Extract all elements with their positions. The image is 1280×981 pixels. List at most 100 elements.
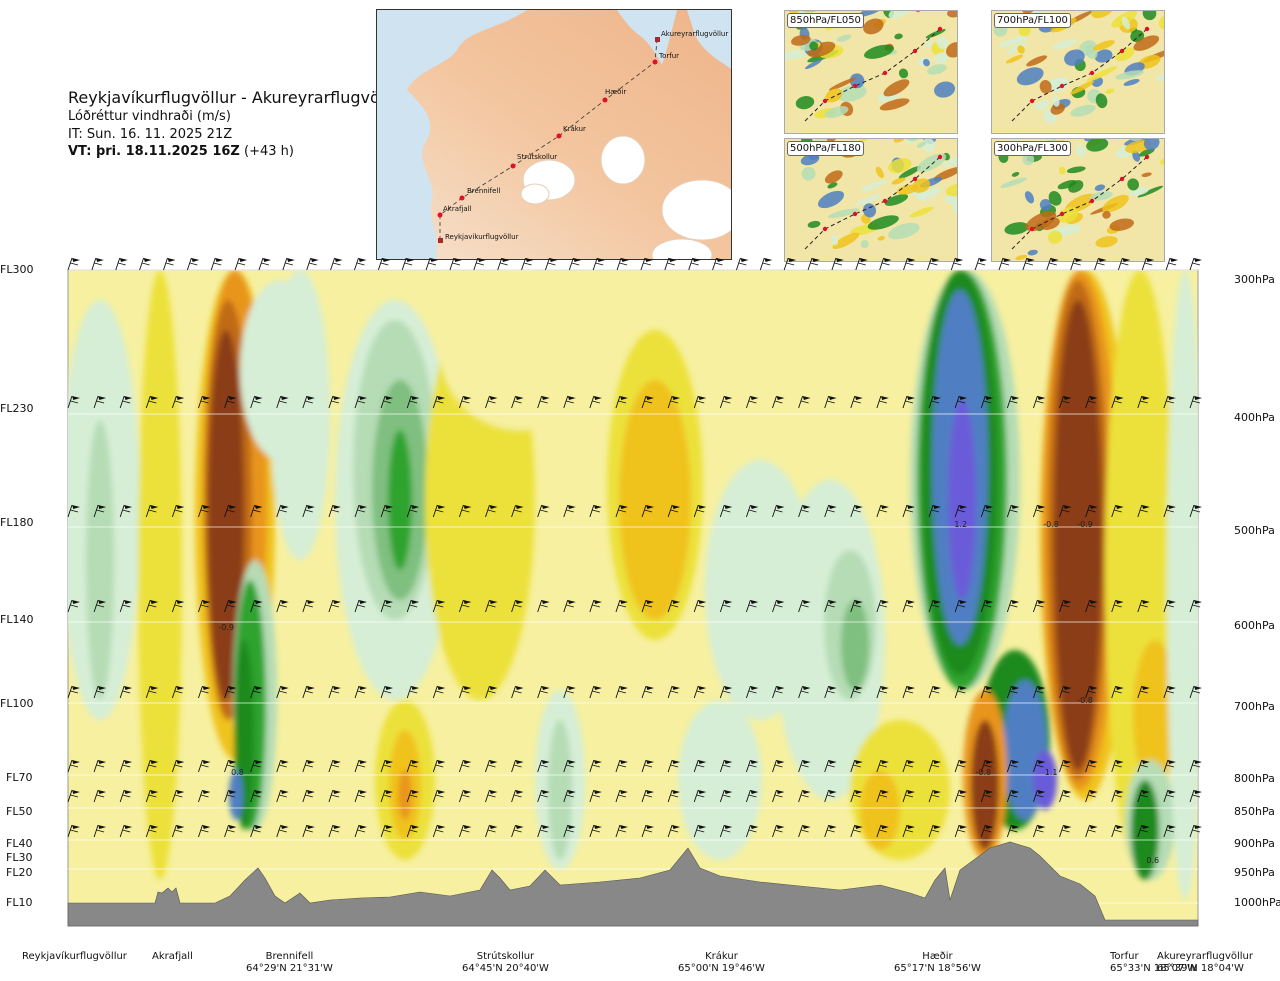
wind-barb [954,599,968,613]
wind-barb [354,504,368,518]
wind-barb [745,759,759,773]
wind-barb [537,504,550,518]
contour-labels: -0.9 0.8 1.2 -0.8 -0.9 -0.8 -0.8 1.1 0.6 [218,520,1159,865]
wind-barb [1137,759,1150,773]
wind-barb [1085,789,1098,803]
station-krakur: Krákur 65°00'N 19°46'W [678,951,765,975]
wind-barb [1163,759,1176,773]
wind-barb [1189,824,1202,838]
wind-barb [693,599,707,613]
wind-barb [1085,504,1098,518]
wind-barb [1163,789,1176,803]
wind-barb [1137,789,1150,803]
wind-barb [563,759,576,773]
wind-barb [615,685,628,699]
wind-barb [67,257,80,271]
wind-barb [511,824,524,838]
wind-barb [511,685,524,699]
thumbnail-label: 850hPa/FL050 [787,13,864,28]
station-brennifell: Brennifell 64°29'N 21°31'W [246,951,333,975]
wind-barb [850,759,863,773]
wind-barb [980,824,994,838]
wind-barb [772,599,785,613]
wind-barb [1163,599,1176,613]
wind-barb [171,599,185,613]
wind-barb [824,599,837,613]
wind-barb [511,789,524,803]
wind-barb [224,504,237,518]
wind-barb [1189,789,1202,803]
chart-header: Reykjavíkurflugvöllur - Akureyrarflugvöl… [68,88,405,161]
wind-barb [1111,599,1124,613]
wind-barb [928,824,942,838]
wind-barb [772,789,785,803]
wind-barb [458,599,472,613]
thumbnail-850hpa[interactable]: 850hPa/FL050 [784,10,958,134]
wind-barb [458,789,472,803]
wind-barb [850,504,863,518]
wind-barb [139,257,152,271]
field-region [440,270,600,430]
wind-barb [719,789,733,803]
wind-barb [93,504,107,518]
wind-barb [902,685,915,699]
wind-barbs [67,257,1202,838]
wind-barb [302,824,315,838]
terrain-profile [67,841,1199,927]
wind-barb [485,759,498,773]
station-name: Krákur [705,951,738,962]
wind-barb [67,789,80,803]
thumbnail-300hpa[interactable]: 300hPa/FL300 [991,138,1165,262]
wind-barb [119,824,133,838]
contour-value-label: -0.8 [1077,696,1093,705]
wind-barb [67,759,80,773]
wind-barb [145,599,159,613]
wind-barb [354,395,368,409]
wind-barb [1163,395,1176,409]
wind-barb [380,504,394,518]
wind-barb [119,599,133,613]
hpa-label: 300hPa [1234,273,1275,286]
wind-barb [406,599,420,613]
hpa-label: 900hPa [1234,837,1275,850]
wind-barb [1059,504,1072,518]
thumbnail-500hpa[interactable]: 500hPa/FL180 [784,138,958,262]
wind-barb [719,685,733,699]
wind-barb [589,504,602,518]
wind-barb [432,824,446,838]
wind-barb [772,504,785,518]
wind-barb [449,257,462,271]
wind-barb [954,759,968,773]
map-label-akureyri: Akureyrarflugvöllur [661,30,728,38]
wind-barb [250,824,263,838]
thumbnail-700hpa[interactable]: 700hPa/FL100 [991,10,1165,134]
valid-time-bold: VT: þri. 18.11.2025 16Z [68,144,240,159]
wind-barb [807,257,821,271]
wind-barb [250,395,263,409]
wind-barb [119,504,133,518]
wind-barb [980,504,994,518]
wind-barb [1137,395,1150,409]
wind-barb [276,759,289,773]
wind-barb [1111,504,1124,518]
field-region [678,700,762,860]
wind-barb [850,789,863,803]
field-region [398,770,412,820]
wind-barb [928,395,942,409]
wind-barb [145,824,159,838]
wind-barb [641,789,655,803]
wind-barb [119,759,133,773]
map-label-akrafjall: Akrafjall [443,205,472,213]
wind-barb [302,759,315,773]
wind-barb [380,599,394,613]
station-strutskollur: Strútskollur 64°45'N 20°40'W [462,951,549,975]
wind-barb [354,257,367,271]
wind-barb [876,395,889,409]
map-label-reykjavik: Reykjavíkurflugvöllur [445,233,519,241]
thumbnail-label: 300hPa/FL300 [994,141,1071,156]
wind-barb [641,685,655,699]
wind-barb [693,395,707,409]
wind-barb [954,685,968,699]
wind-barb [1059,395,1072,409]
wind-barb [1085,824,1098,838]
